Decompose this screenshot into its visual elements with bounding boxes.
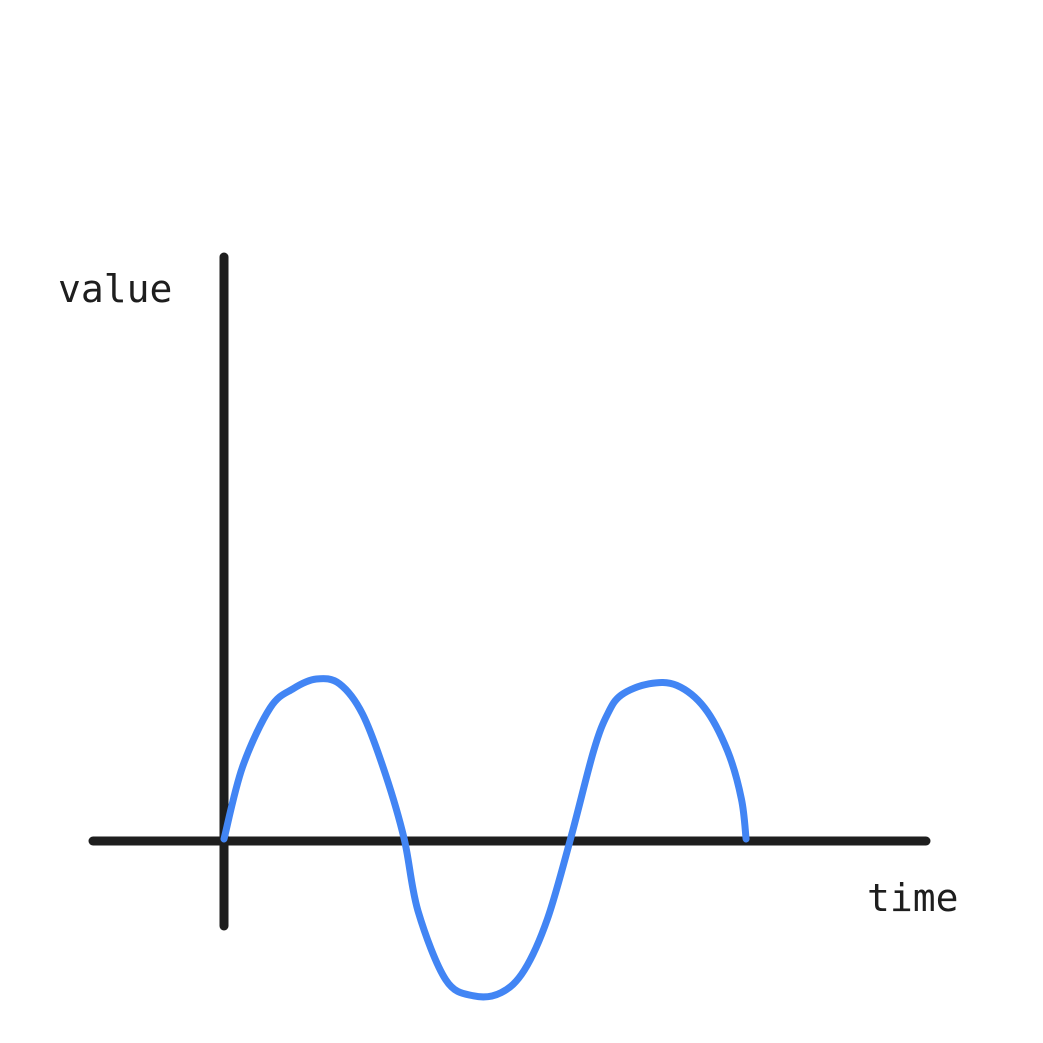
y-axis-label: value	[58, 267, 172, 311]
series-line-0	[220, 675, 750, 1001]
x-axis-label: time	[867, 876, 959, 920]
series-layer	[220, 675, 750, 1001]
